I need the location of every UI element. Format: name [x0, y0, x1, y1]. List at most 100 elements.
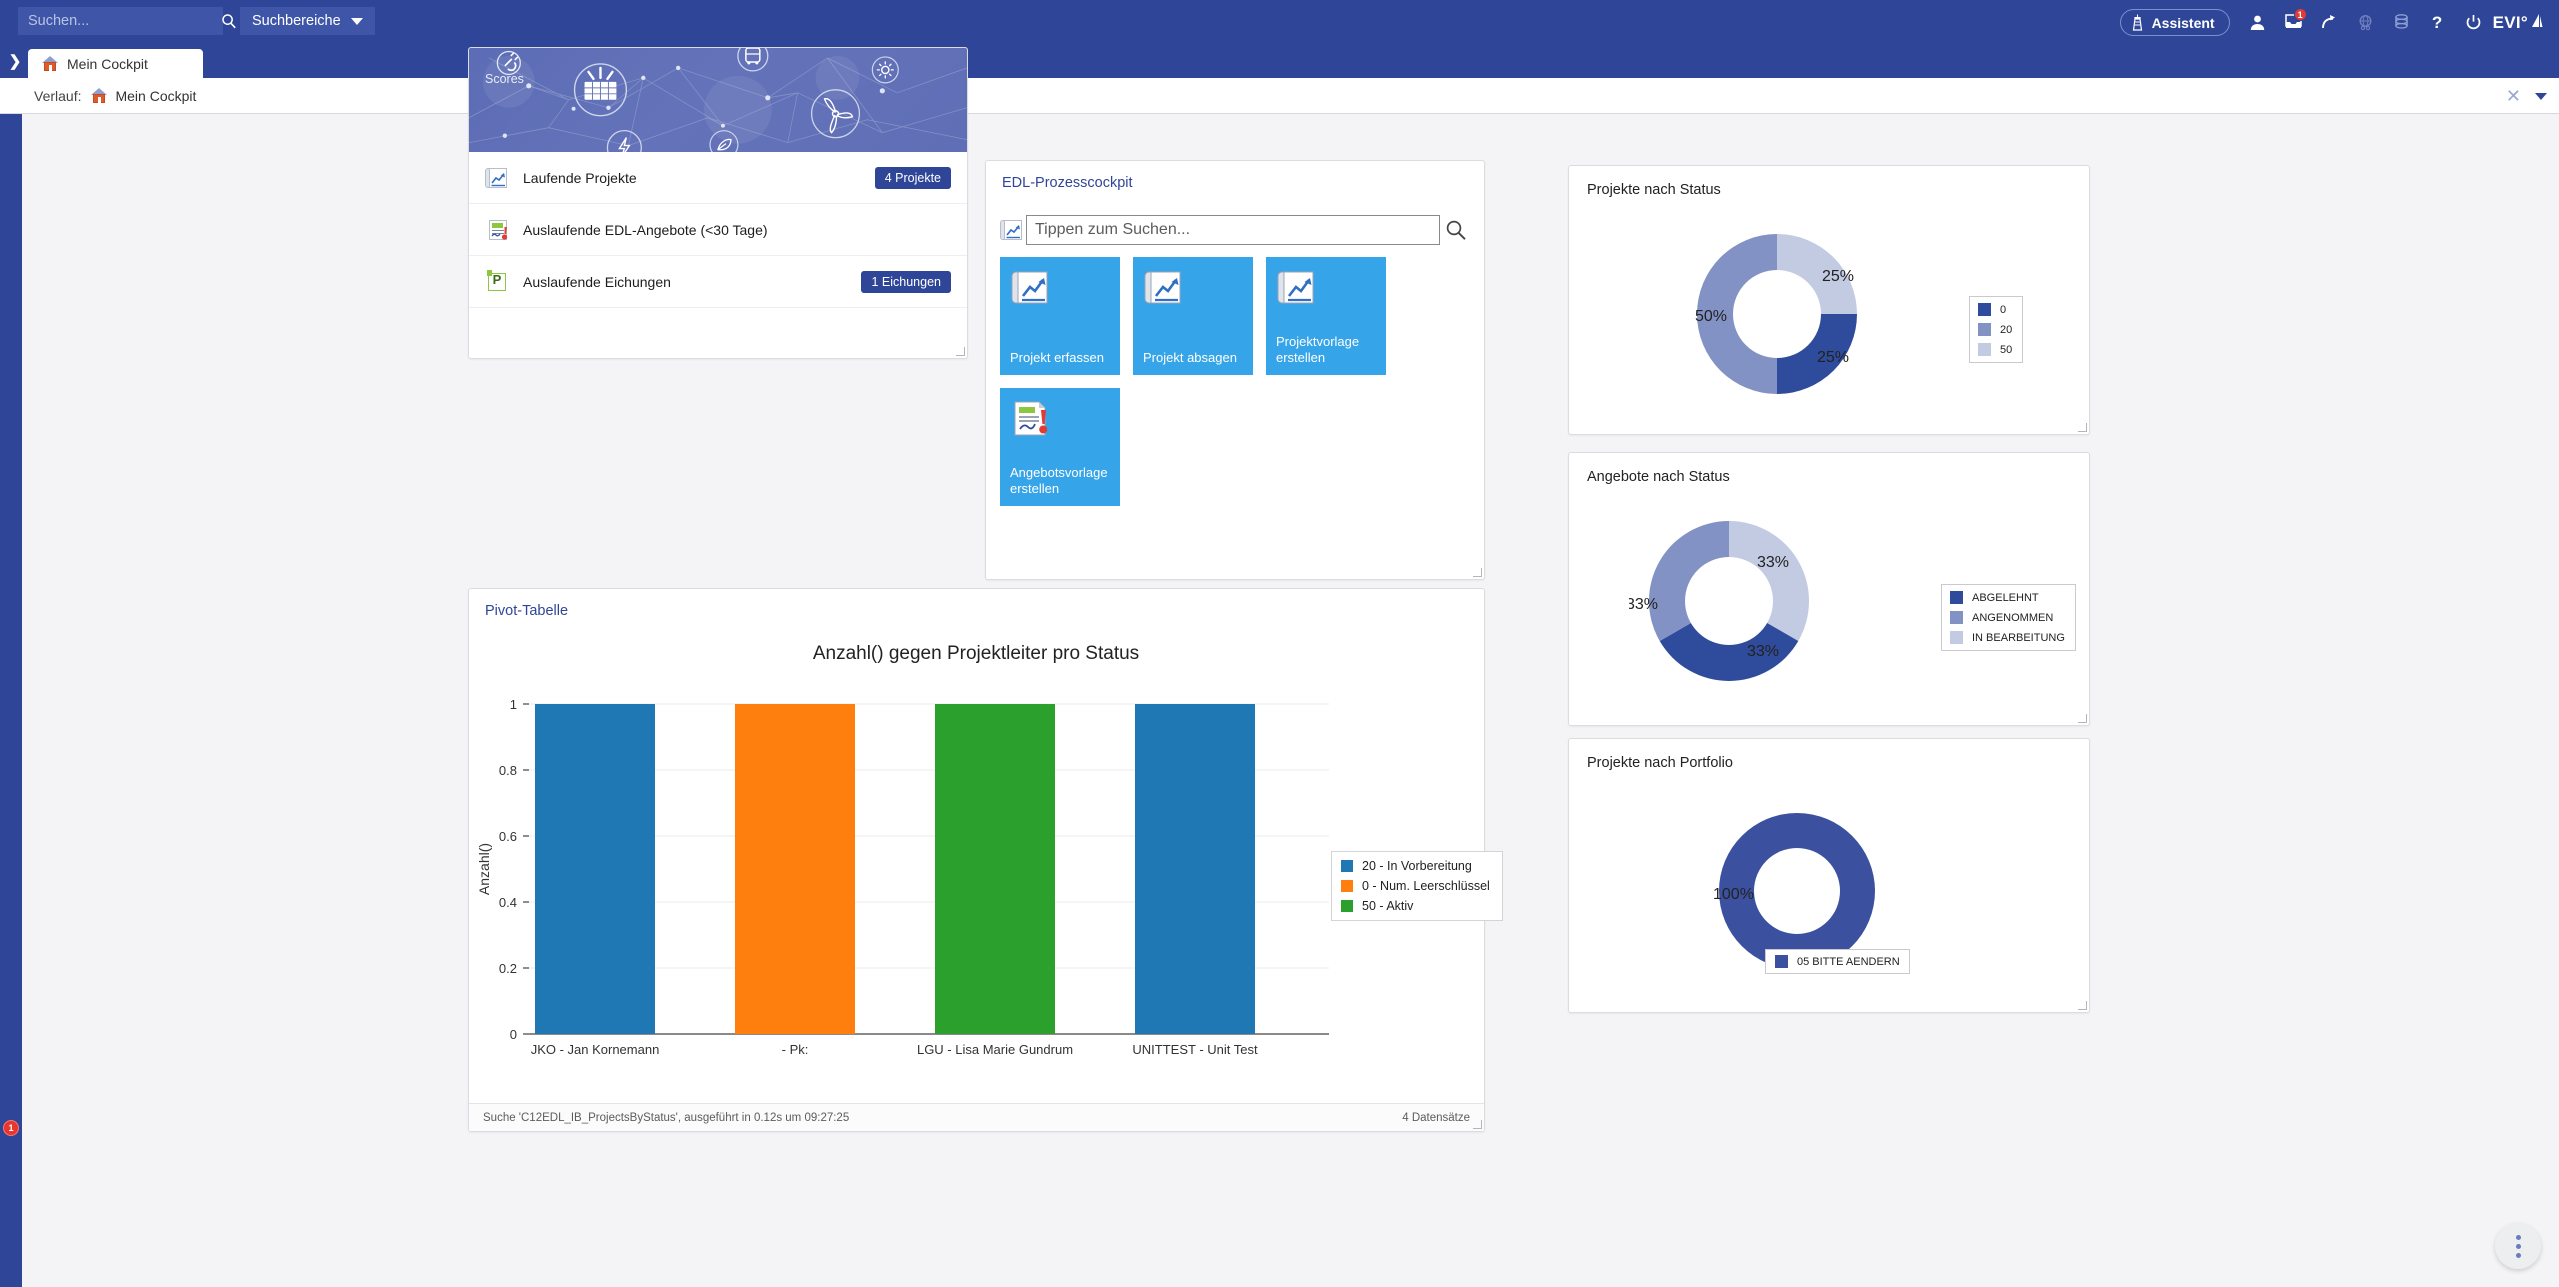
- resize-handle[interactable]: [2078, 423, 2087, 432]
- legend-swatch: [1950, 611, 1963, 624]
- power-icon[interactable]: [2457, 0, 2490, 45]
- globe-icon[interactable]: [2349, 0, 2382, 45]
- search-areas-dropdown[interactable]: Suchbereiche: [240, 7, 375, 35]
- prozesscockpit-search: [1000, 213, 1472, 247]
- legend-item[interactable]: 05 BITTE AENDERN: [1775, 955, 1900, 968]
- tile-label: Projektvorlage erstellen: [1276, 334, 1360, 365]
- database-icon[interactable]: [2385, 0, 2418, 45]
- tile-label: Angebotsvorlage erstellen: [1010, 465, 1108, 496]
- tile-projekt-erfassen[interactable]: Projekt erfassen: [1000, 257, 1120, 375]
- prozesscockpit-tiles: Projekt erfassen Projekt absagen: [1000, 257, 1472, 506]
- evi-logo: EVI°: [2493, 13, 2549, 33]
- legend-label: 05 BITTE AENDERN: [1797, 955, 1900, 968]
- legend-item[interactable]: 50 - Aktiv: [1341, 899, 1490, 913]
- tile-angebotsvorlage-erstellen[interactable]: Angebotsvorlage erstellen: [1000, 388, 1120, 506]
- donut-value-label: 33%: [1757, 554, 1789, 571]
- legend-item[interactable]: ANGENOMMEN: [1950, 611, 2065, 624]
- legend-item[interactable]: 50: [1978, 343, 2012, 356]
- global-search[interactable]: [18, 7, 236, 35]
- lighthouse-icon: [2132, 14, 2142, 31]
- donut-chart: 100%: [1713, 813, 1875, 969]
- chart-legend: 0 20 50: [1969, 296, 2024, 363]
- bar: [935, 704, 1055, 1034]
- legend-swatch: [1341, 860, 1353, 872]
- legend-item[interactable]: IN BEARBEITUNG: [1950, 631, 2065, 644]
- breadcrumb-label: Mein Cockpit: [115, 87, 197, 104]
- home-icon: [91, 88, 108, 103]
- chart-document-icon: [485, 166, 509, 190]
- resize-handle[interactable]: [1473, 568, 1482, 577]
- tile-projekt-absagen[interactable]: Projekt absagen: [1133, 257, 1253, 375]
- tab-mein-cockpit[interactable]: Mein Cockpit: [28, 49, 203, 78]
- legend-item[interactable]: 0: [1978, 303, 2012, 316]
- pivot-tabelle-card: Pivot-Tabelle Anzahl() gegen Projektleit…: [468, 588, 1503, 1132]
- prozesscockpit-card: EDL-Prozesscockpit: [985, 160, 1485, 580]
- chart-document-icon: [1144, 268, 1184, 313]
- legend-item[interactable]: 20 - In Vorbereitung: [1341, 859, 1490, 873]
- legend-label: ANGENOMMEN: [1972, 611, 2054, 624]
- list-item[interactable]: Laufende Projekte 4 Projekte: [469, 152, 967, 204]
- search-icon[interactable]: [221, 13, 237, 29]
- resize-handle[interactable]: [2078, 714, 2087, 723]
- network-graphic: [469, 48, 967, 152]
- donut-chart: 33% 33% 33%: [1629, 521, 1810, 682]
- projekte-nach-status-card: Projekte nach Status 25% 25% 50% 0 20 50: [1568, 165, 2090, 435]
- resize-handle[interactable]: [1473, 1120, 1482, 1129]
- expand-sidebar-icon[interactable]: ❯: [8, 53, 22, 70]
- donut-value-label: 33%: [1629, 596, 1658, 613]
- legend-label: 20 - In Vorbereitung: [1362, 859, 1472, 873]
- chevron-down-icon[interactable]: [2535, 92, 2547, 100]
- legend-label: 20: [2000, 323, 2013, 336]
- status-badge: 4 Projekte: [874, 166, 951, 189]
- donut-value-label: 33%: [1747, 643, 1779, 660]
- search-input[interactable]: [18, 13, 221, 29]
- rail-notification-badge[interactable]: 1: [3, 1120, 19, 1136]
- y-tick: 1: [510, 697, 517, 712]
- list-item[interactable]: Auslaufende EDL-Angebote (<30 Tage): [469, 204, 967, 256]
- search-icon[interactable]: [1440, 219, 1472, 241]
- inbox-icon[interactable]: 1: [2277, 0, 2310, 45]
- tile-projektvorlage-erstellen[interactable]: Projektvorlage erstellen: [1266, 257, 1386, 375]
- bar-chart: Anzahl() gegen Projektleiter pro Status …: [476, 643, 1329, 1057]
- prozesscockpit-search-input[interactable]: [1026, 215, 1440, 245]
- breadcrumb[interactable]: Mein Cockpit: [91, 88, 196, 104]
- chart-legend: 05 BITTE AENDERN: [1765, 949, 1910, 974]
- y-tick: 0.8: [499, 763, 517, 778]
- tab-label: Mein Cockpit: [67, 55, 148, 72]
- legend-label: IN BEARBEITUNG: [1972, 631, 2065, 644]
- contract-warning-icon: [485, 218, 509, 242]
- bar: [735, 704, 855, 1034]
- legend-label: 0 - Num. Leerschlüssel: [1362, 879, 1490, 893]
- card-title: Projekte nach Portfolio: [1587, 755, 1733, 771]
- contract-warning-icon: [1011, 399, 1051, 444]
- list-item-label: Auslaufende Eichungen: [523, 273, 671, 290]
- legend-item[interactable]: ABGELEHNT: [1950, 591, 2065, 604]
- legend-item[interactable]: 0 - Num. Leerschlüssel: [1341, 879, 1490, 893]
- assistent-label: Assistent: [2151, 14, 2215, 31]
- page-title: Energiedienstleistungen: [468, 22, 650, 41]
- bar: [535, 704, 655, 1034]
- pivot-footer-query: Suche 'C12EDL_IB_ProjectsByStatus', ausg…: [483, 1111, 850, 1124]
- list-item-label: Laufende Projekte: [523, 169, 637, 186]
- donut-value-label: 25%: [1822, 268, 1854, 285]
- help-icon[interactable]: ?: [2431, 12, 2443, 32]
- redo-arrow-icon[interactable]: [2313, 0, 2346, 45]
- list-item[interactable]: P Auslaufende Eichungen 1 Eichungen: [469, 256, 967, 308]
- x-tick: UNITTEST - Unit Test: [1132, 1042, 1258, 1057]
- chart-document-icon: [1277, 268, 1317, 313]
- resize-handle[interactable]: [956, 347, 965, 356]
- x-tick: LGU - Lisa Marie Gundrum: [917, 1042, 1073, 1057]
- energiedienstleistungen-card: Scores Laufende Projekte 4 Projekte Ausl…: [468, 47, 968, 359]
- legend-item[interactable]: 20: [1978, 323, 2012, 336]
- assistent-button[interactable]: Assistent: [2119, 9, 2230, 36]
- list-item-label: Auslaufende EDL-Angebote (<30 Tage): [523, 221, 768, 238]
- user-icon[interactable]: [2241, 0, 2274, 45]
- donut-value-label: 50%: [1695, 308, 1727, 325]
- hero-banner: Scores: [469, 48, 967, 152]
- resize-handle[interactable]: [2078, 1001, 2087, 1010]
- donut-value-label: 25%: [1817, 349, 1849, 366]
- close-icon[interactable]: ✕: [2505, 85, 2521, 106]
- card-title: Angebote nach Status: [1587, 469, 1730, 485]
- more-vertical-icon[interactable]: [2495, 1223, 2541, 1269]
- pivot-footer: Suche 'C12EDL_IB_ProjectsByStatus', ausg…: [469, 1103, 1484, 1131]
